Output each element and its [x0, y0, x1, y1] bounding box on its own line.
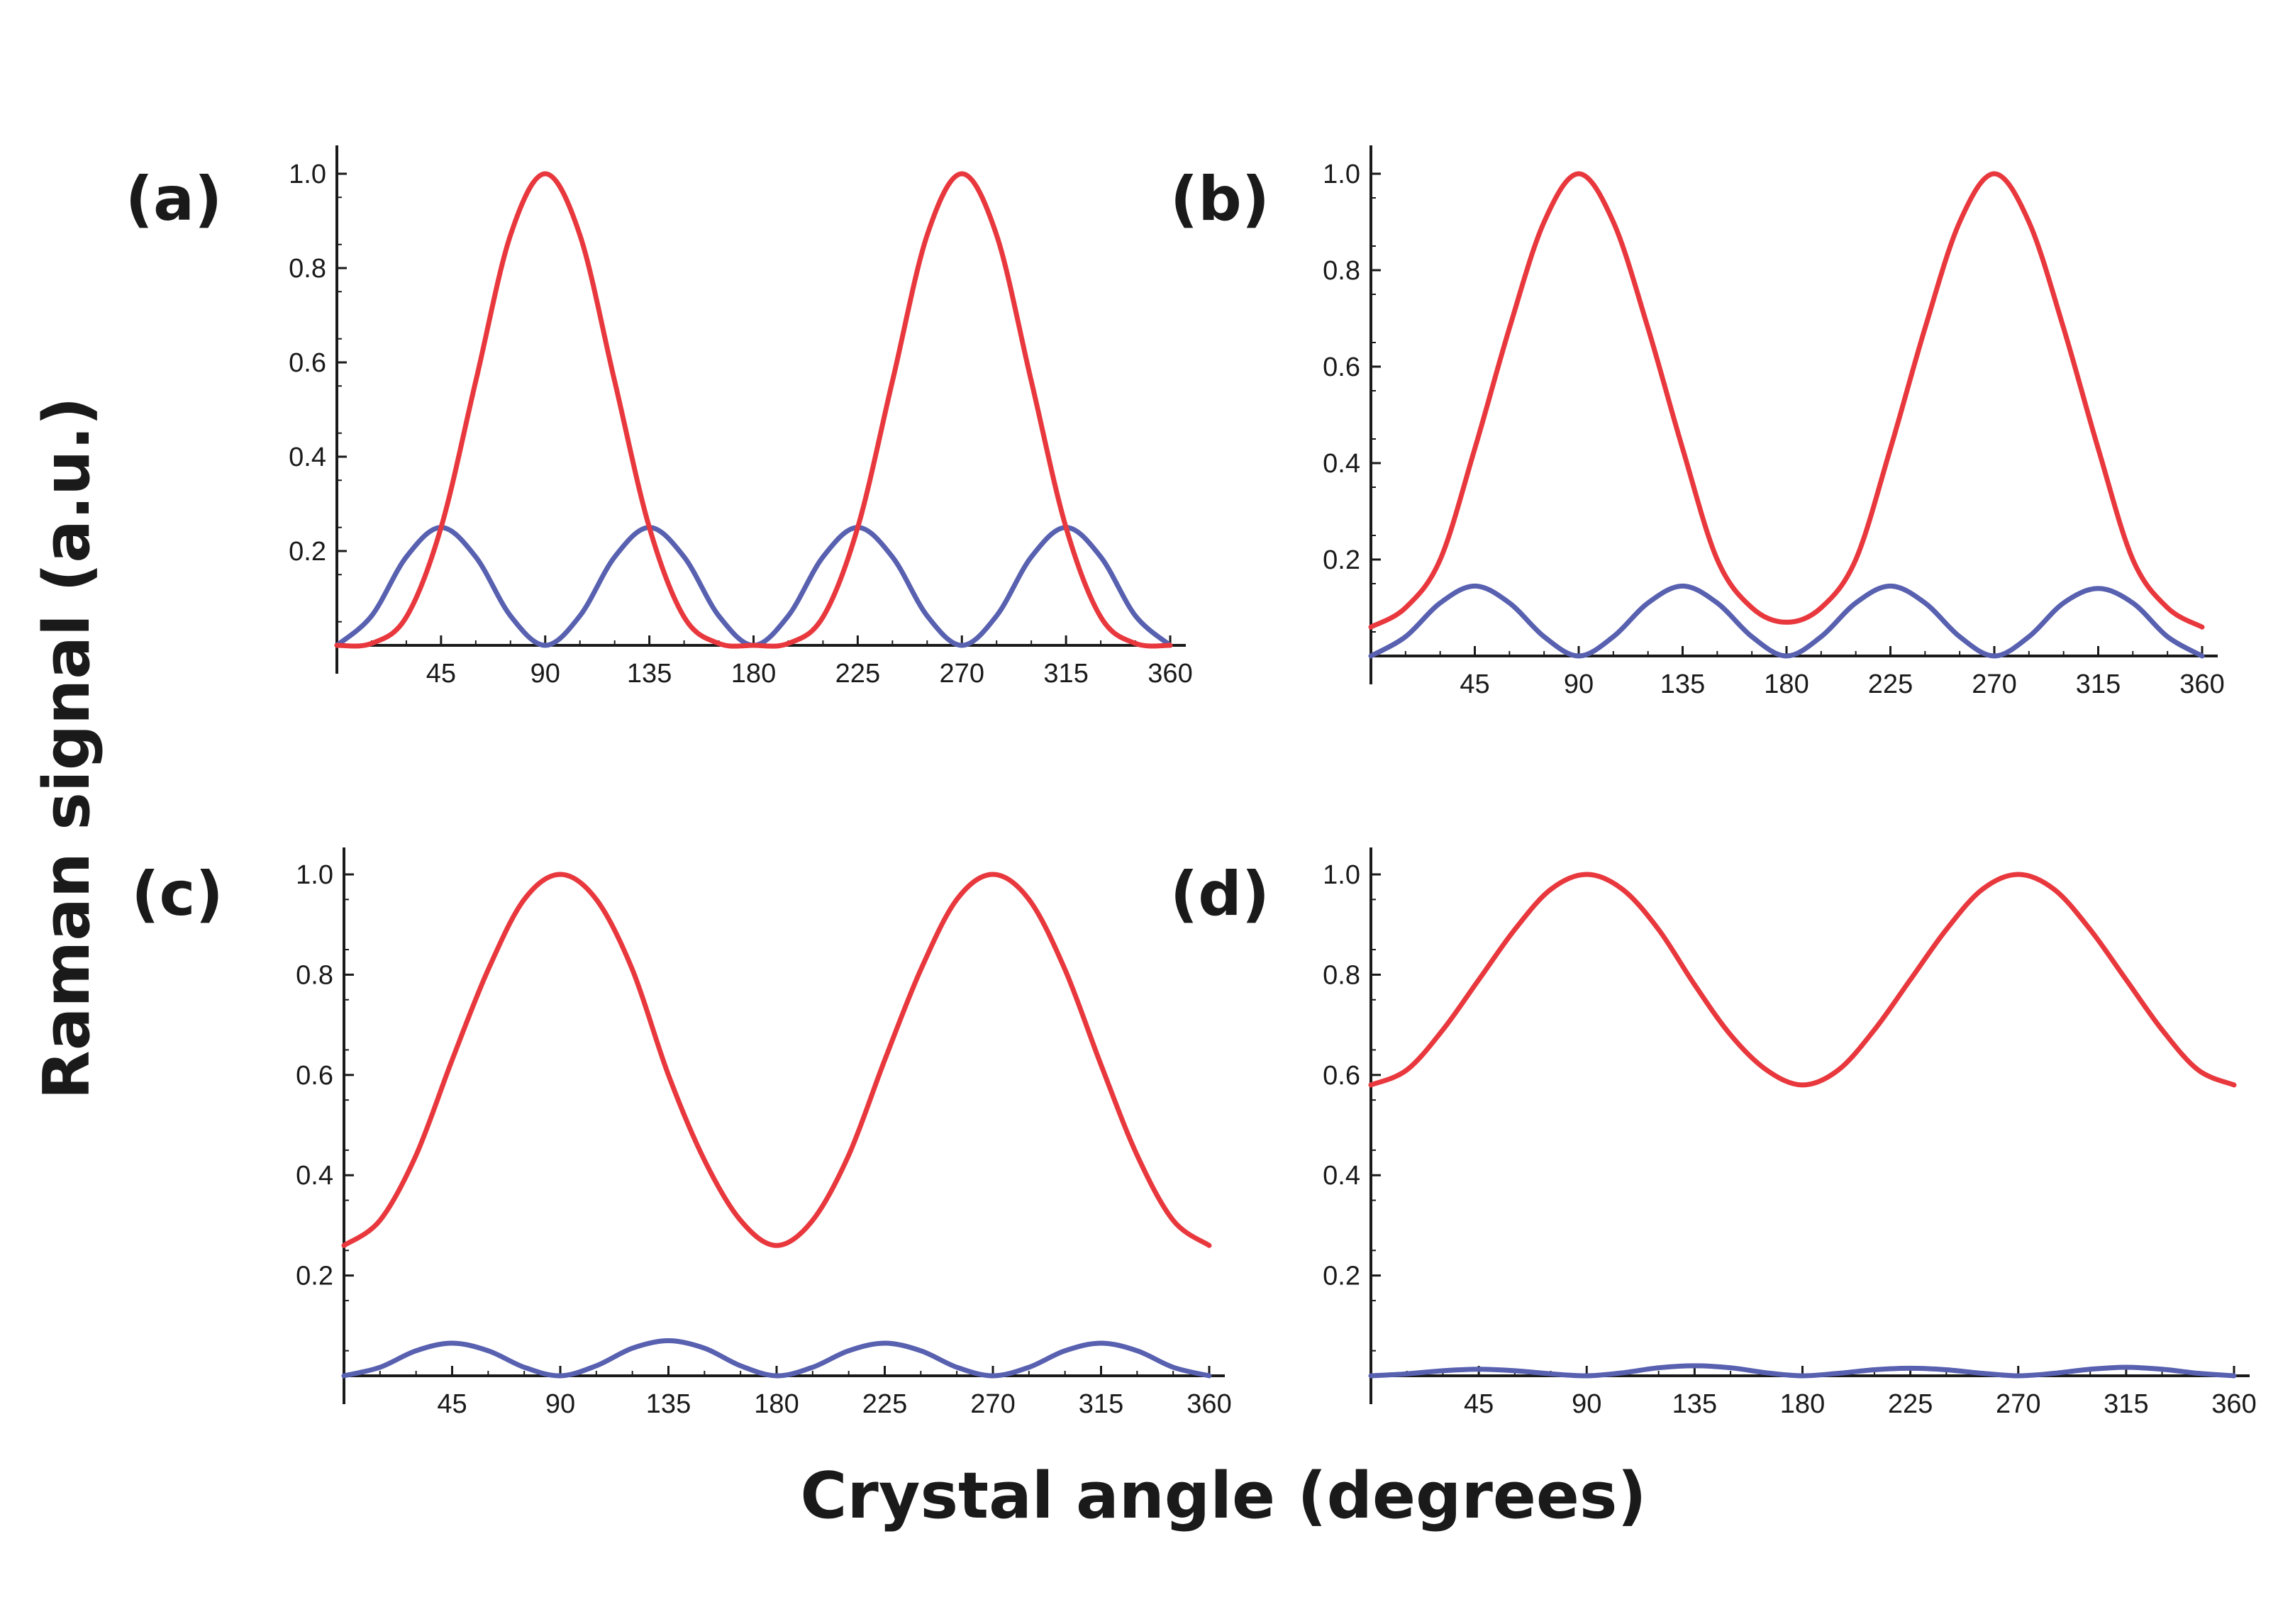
- x-tick-label: 225: [1888, 1389, 1933, 1419]
- panels-group: (a) 0.2 0.4 0.6 0.8 1.0 45 90 135 180 225 270 315 360…: [126, 145, 2257, 1419]
- x-tick-label: 360: [1148, 659, 1192, 689]
- panel-d: (d) 0.2 0.4 0.6 0.8 1.0 45 90 135 180 225 270 315 360: [1170, 847, 2257, 1419]
- y-tick-label: 0.4: [296, 1161, 333, 1191]
- panel-label: (c): [131, 859, 223, 930]
- y-tick-label: 1.0: [1323, 860, 1360, 890]
- x-tick-label: 90: [530, 659, 560, 689]
- y-tick-label: 0.8: [296, 960, 333, 990]
- red-series-line: [1368, 872, 2237, 1088]
- x-tick-label: 360: [2179, 669, 2224, 699]
- y-tick-label: 0.4: [1323, 449, 1360, 479]
- red-series-line: [334, 171, 1173, 649]
- x-tick-label: 315: [2104, 1389, 2148, 1419]
- x-tick-label: 225: [862, 1389, 907, 1419]
- y-tick-label: 1.0: [296, 860, 333, 890]
- x-tick-label: 270: [1996, 1389, 2040, 1419]
- x-tick-label: 90: [545, 1389, 575, 1419]
- x-tick-label: 180: [1764, 669, 1808, 699]
- y-tick-label: 0.2: [1323, 545, 1360, 575]
- x-tick-label: 45: [1464, 1389, 1494, 1419]
- x-tick-label: 45: [426, 659, 456, 689]
- blue-series-line: [341, 1338, 1212, 1379]
- x-tick-label: 270: [1972, 669, 2016, 699]
- red-series-line: [1368, 171, 2205, 630]
- y-tick-label: 0.4: [289, 443, 326, 472]
- x-tick-label: 45: [437, 1389, 467, 1419]
- x-tick-label: 180: [1780, 1389, 1825, 1419]
- x-tick-label: 180: [731, 659, 776, 689]
- blue-series-line: [334, 525, 1173, 648]
- y-tick-label: 0.6: [1323, 352, 1360, 382]
- blue-series-line: [1368, 1363, 2237, 1379]
- y-tick-label: 0.8: [289, 254, 326, 284]
- panel-label: (d): [1170, 859, 1269, 930]
- x-tick-label: 90: [1572, 1389, 1601, 1419]
- y-tick-label: 0.6: [1323, 1061, 1360, 1091]
- x-tick-label: 135: [646, 1389, 691, 1419]
- x-tick-label: 270: [970, 1389, 1015, 1419]
- x-tick-label: 360: [2211, 1389, 2256, 1419]
- panel-a: (a) 0.2 0.4 0.6 0.8 1.0 45 90 135 180 225 270 315 360: [126, 145, 1193, 689]
- x-tick-label: 360: [1187, 1389, 1231, 1419]
- y-tick-label: 0.8: [1323, 960, 1360, 990]
- x-tick-label: 315: [2076, 669, 2121, 699]
- x-tick-label: 135: [627, 659, 672, 689]
- panel-b: (b) 0.2 0.4 0.6 0.8 1.0 45 90 135 180 225 270 315 360: [1170, 145, 2225, 699]
- x-tick-label: 270: [940, 659, 984, 689]
- y-tick-label: 0.2: [296, 1262, 333, 1291]
- panel-label: (b): [1170, 164, 1269, 235]
- x-tick-label: 135: [1660, 669, 1705, 699]
- y-tick-label: 0.2: [289, 537, 326, 567]
- red-series-line: [341, 872, 1212, 1248]
- x-tick-label: 315: [1043, 659, 1088, 689]
- x-axis-title: Crystal angle (degrees): [800, 1459, 1646, 1533]
- y-axis-title: Raman signal (a.u.): [30, 396, 104, 1099]
- y-tick-label: 0.2: [1323, 1262, 1360, 1291]
- y-tick-label: 1.0: [289, 160, 326, 189]
- x-tick-label: 90: [1564, 669, 1594, 699]
- x-tick-label: 225: [1868, 669, 1913, 699]
- y-tick-label: 1.0: [1323, 160, 1360, 189]
- y-tick-label: 0.4: [1323, 1161, 1360, 1191]
- x-tick-label: 45: [1460, 669, 1489, 699]
- x-tick-label: 225: [835, 659, 880, 689]
- blue-series-line: [1368, 583, 2205, 659]
- y-tick-label: 0.6: [296, 1061, 333, 1091]
- panel-c: (c) 0.2 0.4 0.6 0.8 1.0 45 90 135 180 225 270 315 360: [131, 847, 1232, 1419]
- y-tick-label: 0.6: [289, 348, 326, 378]
- y-tick-label: 0.8: [1323, 256, 1360, 286]
- panel-label: (a): [126, 164, 223, 235]
- x-tick-label: 180: [754, 1389, 799, 1419]
- x-tick-label: 135: [1672, 1389, 1717, 1419]
- x-tick-label: 315: [1079, 1389, 1123, 1419]
